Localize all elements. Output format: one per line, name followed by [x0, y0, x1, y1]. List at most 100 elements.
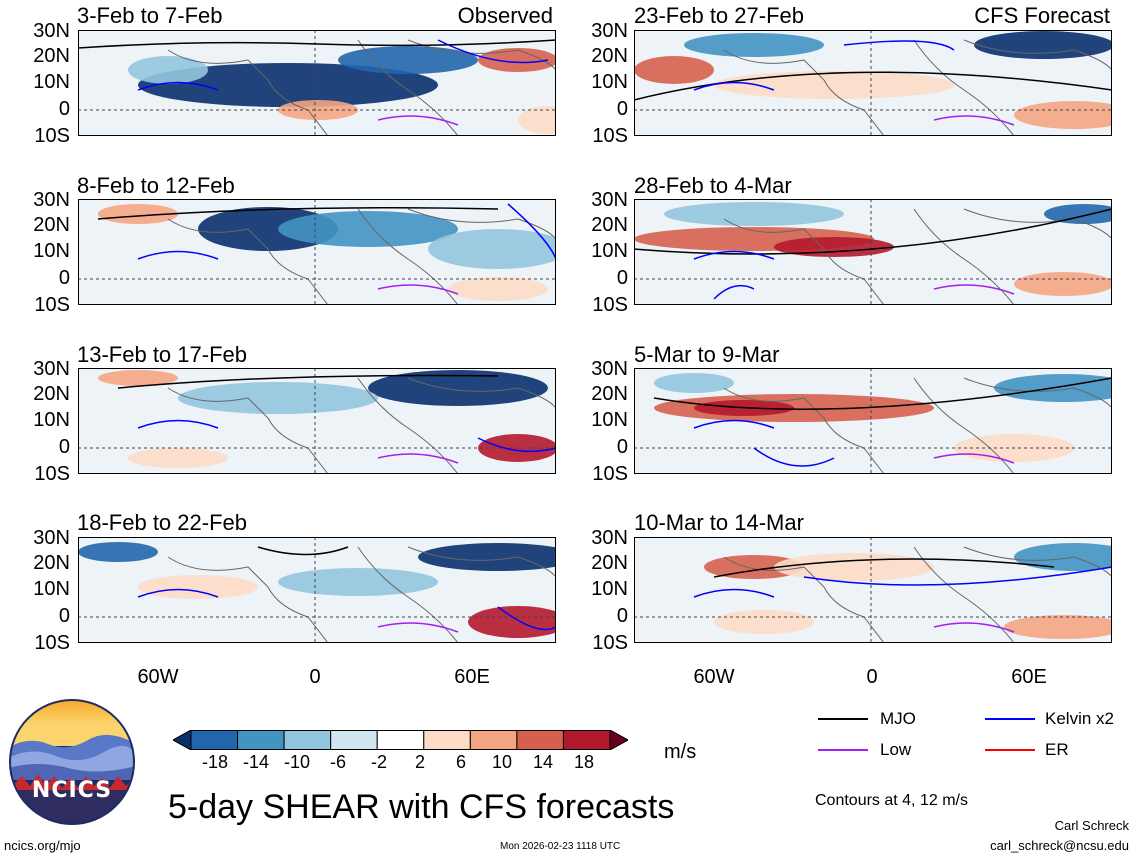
lat-label: 30N — [591, 189, 628, 211]
main-title: 5-day SHEAR with CFS forecasts — [168, 788, 675, 826]
contour-line — [933, 622, 1015, 633]
map-panel-1 — [78, 30, 556, 136]
shear-anomaly-blob — [1004, 615, 1112, 639]
contour-line — [377, 115, 459, 126]
colorbar-tick-label: 2 — [414, 752, 425, 772]
lat-label: 10S — [34, 125, 70, 147]
lat-label: 10N — [33, 240, 70, 262]
contour-line — [713, 558, 1055, 578]
contour-line — [477, 437, 556, 453]
contour-line — [693, 250, 775, 260]
lat-label: 0 — [58, 436, 70, 458]
coastline — [723, 556, 885, 643]
shear-anomaly-blob — [518, 106, 556, 134]
contour-line — [137, 419, 219, 429]
contour-line — [507, 203, 556, 260]
lon-label: 0 — [309, 666, 321, 688]
lat-label: 30N — [33, 189, 70, 211]
shear-anomaly-blob — [714, 71, 954, 99]
colorbar-tick-label: 6 — [455, 752, 466, 772]
shear-anomaly-blob — [338, 46, 478, 74]
lat-label: 20N — [33, 45, 70, 67]
contour-line — [78, 39, 556, 49]
map-1 — [78, 30, 556, 136]
map-frame — [78, 199, 556, 305]
map-panel-5 — [634, 30, 1112, 136]
legend-label-low: Low — [880, 740, 912, 759]
contour-line — [634, 208, 1112, 255]
panel-title-8: 10-Mar to 14-Mar — [634, 510, 804, 535]
lat-label: 10S — [592, 463, 628, 485]
colorbar-tick-label: -6 — [329, 752, 346, 772]
colorbar-tick-label: -18 — [201, 752, 228, 772]
map-4 — [78, 537, 556, 643]
legend-line-kelvin — [985, 718, 1035, 720]
shear-anomaly-blob — [1044, 204, 1112, 224]
shear-anomaly-blob — [98, 370, 178, 386]
colorbar-bar — [173, 730, 628, 750]
coastline — [963, 39, 1112, 71]
lat-label: 0 — [58, 605, 70, 627]
shear-anomaly-blob — [368, 370, 548, 406]
shear-anomaly-blob — [468, 606, 556, 638]
lon-label: 0 — [866, 666, 878, 688]
legend-label-er: ER — [1045, 740, 1069, 759]
contour-line — [377, 453, 459, 464]
contour-line — [137, 250, 219, 260]
lat-label: 10N — [33, 409, 70, 431]
contour-line — [97, 207, 499, 220]
colorbar-segment — [516, 730, 564, 750]
map-8 — [634, 537, 1112, 643]
legend-line-er — [985, 749, 1035, 751]
lat-label: 20N — [591, 45, 628, 67]
colorbar-tick-label: -2 — [370, 752, 387, 772]
contour-line — [693, 81, 775, 91]
contour-line — [803, 566, 1112, 586]
contour-line — [933, 284, 1015, 295]
map-panel-8 — [634, 537, 1112, 643]
lat-label: 20N — [591, 383, 628, 405]
footer-url[interactable]: ncics.org/mjo — [4, 838, 81, 853]
shear-anomaly-blob — [138, 63, 438, 107]
lat-label: 0 — [616, 605, 628, 627]
contour-line — [137, 81, 219, 91]
map-5 — [634, 30, 1112, 136]
map-panel-3 — [78, 368, 556, 474]
shear-anomaly-blob — [654, 373, 734, 393]
colorbar-segment — [609, 730, 628, 750]
lat-label: 0 — [58, 98, 70, 120]
coastline — [723, 49, 885, 136]
lat-label: 10N — [591, 71, 628, 93]
colorbar-segment — [190, 730, 239, 750]
colorbar-units: m/s — [664, 741, 697, 763]
footer-author: Carl Schreck — [1054, 818, 1129, 833]
legend-line-low — [818, 749, 868, 751]
map-2 — [78, 199, 556, 305]
lat-label: 30N — [591, 358, 628, 380]
map-6 — [634, 199, 1112, 305]
lat-label: 10N — [33, 578, 70, 600]
coastline — [407, 546, 556, 578]
lat-label: 30N — [33, 358, 70, 380]
shear-anomaly-blob — [634, 56, 714, 84]
map-frame — [634, 537, 1112, 643]
contour-line — [753, 447, 835, 467]
colorbar-segment — [469, 730, 518, 750]
lat-label: 10S — [592, 294, 628, 316]
panel-title-5: 23-Feb to 27-Feb — [634, 3, 804, 28]
footer-email[interactable]: carl_schreck@ncsu.edu — [990, 838, 1129, 853]
legend-label-kelvin: Kelvin x2 — [1045, 709, 1114, 728]
panel-title-2: 8-Feb to 12-Feb — [77, 173, 235, 198]
lat-label: 10N — [591, 578, 628, 600]
contours-note: Contours at 4, 12 m/s — [815, 792, 968, 809]
map-frame — [78, 537, 556, 643]
lat-label: 10N — [33, 71, 70, 93]
shear-anomaly-blob — [428, 229, 556, 269]
coastline — [407, 39, 556, 71]
coastline — [963, 377, 1112, 409]
shear-anomaly-blob — [704, 555, 804, 579]
observed-label: Observed — [457, 3, 553, 28]
contour-line — [693, 588, 775, 598]
contour-line — [693, 419, 775, 429]
coastline — [723, 218, 885, 305]
